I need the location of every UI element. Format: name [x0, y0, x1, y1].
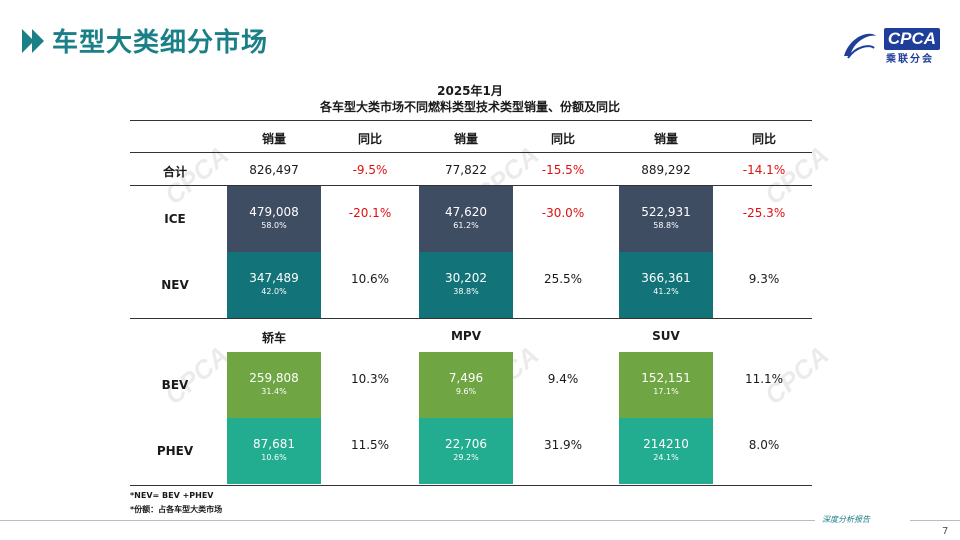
phev-yoy-mpv: 31.9% [543, 438, 583, 452]
block-share: 24.1% [653, 453, 679, 462]
swirl-logo-icon [844, 33, 876, 59]
bev-mpv-block: 7,496 9.6% [419, 352, 513, 418]
nev-yoy-suv: 9.3% [748, 272, 780, 286]
note-share-definition: *份额：占各车型大类市场 [130, 505, 223, 514]
logo-brand: CPCA [883, 28, 940, 50]
block-value: 22,706 [445, 437, 487, 451]
footer-tag: 深度分析报告 [822, 515, 870, 524]
col-header-yoy: 同比 [751, 132, 776, 146]
row-label-phev: PHEV [156, 444, 194, 458]
bev-yoy-suv: 11.1% [744, 372, 784, 386]
phev-suv-block: 214210 24.1% [619, 418, 713, 484]
table-rule [130, 120, 812, 121]
row-label-nev: NEV [161, 278, 189, 292]
block-share: 17.1% [653, 387, 679, 396]
ice-yoy-sedan: -20.1% [348, 206, 392, 220]
row-label-total: 合计 [162, 165, 187, 179]
block-value: 366,361 [641, 271, 691, 285]
table-rule [130, 185, 812, 186]
cpca-logo: CPCA 乘联分会 [840, 20, 940, 68]
segment-header-sedan: 轿车 [261, 331, 286, 345]
ice-suv-block: 522,931 58.8% [619, 186, 713, 252]
block-share: 41.2% [653, 287, 679, 296]
block-share: 10.6% [261, 453, 287, 462]
block-value: 30,202 [445, 271, 487, 285]
ice-yoy-mpv: -30.0% [541, 206, 585, 220]
nev-suv-block: 366,361 41.2% [619, 252, 713, 318]
nev-yoy-sedan: 10.6% [350, 272, 390, 286]
phev-mpv-block: 22,706 29.2% [419, 418, 513, 484]
logo-cn: 乘联分会 [886, 54, 934, 65]
col-header-sales: 销量 [653, 132, 678, 146]
segment-header-mpv: MPV [450, 329, 482, 343]
block-share: 61.2% [453, 221, 479, 230]
table-rule [130, 318, 812, 319]
ice-mpv-block: 47,620 61.2% [419, 186, 513, 252]
phev-yoy-sedan: 11.5% [350, 438, 390, 452]
total-sales-suv: 889,292 [641, 163, 691, 177]
table-title-date: 2025年1月 [437, 84, 503, 98]
double-chevron-icon [22, 28, 44, 53]
note-nev-definition: *NEV= BEV +PHEV [130, 491, 214, 500]
block-share: 9.6% [455, 387, 477, 396]
block-value: 347,489 [249, 271, 299, 285]
block-value: 522,931 [641, 205, 691, 219]
title-bar: 车型大类细分市场 [22, 22, 268, 59]
total-yoy-sedan: -9.5% [352, 163, 388, 177]
row-label-ice: ICE [164, 212, 186, 226]
block-share: 58.8% [653, 221, 679, 230]
footer-divider [910, 520, 960, 521]
col-header-sales: 销量 [453, 132, 478, 146]
col-header-sales: 销量 [261, 132, 286, 146]
block-value: 7,496 [448, 371, 484, 385]
total-sales-sedan: 826,497 [249, 163, 299, 177]
total-yoy-suv: -14.1% [742, 163, 786, 177]
nev-sedan-block: 347,489 42.0% [227, 252, 321, 318]
block-value: 87,681 [253, 437, 295, 451]
block-value: 47,620 [445, 205, 487, 219]
block-share: 31.4% [261, 387, 287, 396]
row-label-bev: BEV [161, 378, 189, 392]
bev-yoy-mpv: 9.4% [547, 372, 579, 386]
page-title: 车型大类细分市场 [52, 28, 269, 58]
phev-yoy-suv: 8.0% [748, 438, 780, 452]
bev-yoy-sedan: 10.3% [350, 372, 390, 386]
col-header-yoy: 同比 [550, 132, 575, 146]
ice-sedan-block: 479,008 58.0% [227, 186, 321, 252]
block-value: 479,008 [249, 205, 299, 219]
page-number: 7 [942, 526, 949, 537]
nev-yoy-mpv: 25.5% [543, 272, 583, 286]
block-share: 29.2% [453, 453, 479, 462]
block-value: 152,151 [641, 371, 691, 385]
total-sales-mpv: 77,822 [445, 163, 487, 177]
phev-sedan-block: 87,681 10.6% [227, 418, 321, 484]
bev-suv-block: 152,151 17.1% [619, 352, 713, 418]
segment-header-suv: SUV [652, 329, 680, 343]
table-title: 各车型大类市场不同燃料类型技术类型销量、份额及同比 [319, 100, 620, 114]
ice-yoy-suv: -25.3% [742, 206, 786, 220]
block-share: 58.0% [261, 221, 287, 230]
block-value: 214210 [643, 437, 689, 451]
nev-mpv-block: 30,202 38.8% [419, 252, 513, 318]
table-rule [130, 485, 812, 486]
bev-sedan-block: 259,808 31.4% [227, 352, 321, 418]
footer-divider [0, 520, 815, 521]
table-rule [130, 152, 812, 153]
block-share: 42.0% [261, 287, 287, 296]
col-header-yoy: 同比 [357, 132, 382, 146]
block-share: 38.8% [453, 287, 479, 296]
total-yoy-mpv: -15.5% [541, 163, 585, 177]
block-value: 259,808 [249, 371, 299, 385]
